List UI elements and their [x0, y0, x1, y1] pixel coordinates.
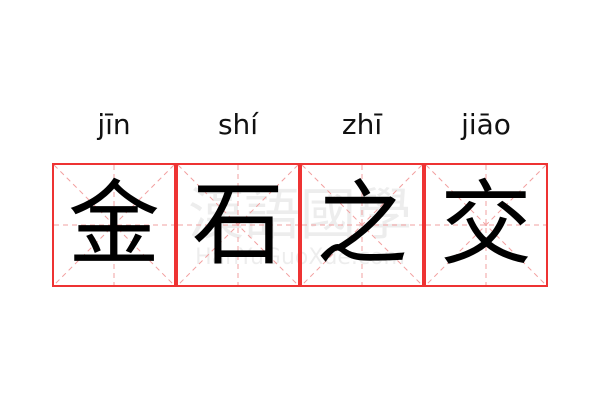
character: 石 — [191, 171, 284, 278]
char-box: 金 — [52, 163, 176, 287]
char-box: 石 — [176, 163, 300, 287]
char-box: 交 — [424, 163, 548, 287]
character: 金 — [67, 171, 160, 278]
char-box: 之 — [300, 163, 424, 287]
character: 之 — [315, 171, 408, 278]
grid-guides — [426, 165, 546, 285]
pinyin: zhī — [341, 108, 383, 141]
pinyin: shí — [217, 108, 259, 141]
pinyin: jiāo — [461, 108, 511, 141]
character: 交 — [439, 171, 532, 278]
grid-guides — [178, 165, 298, 285]
pinyin: jīn — [97, 108, 131, 141]
grid-guides — [302, 165, 422, 285]
grid-guides — [54, 165, 174, 285]
